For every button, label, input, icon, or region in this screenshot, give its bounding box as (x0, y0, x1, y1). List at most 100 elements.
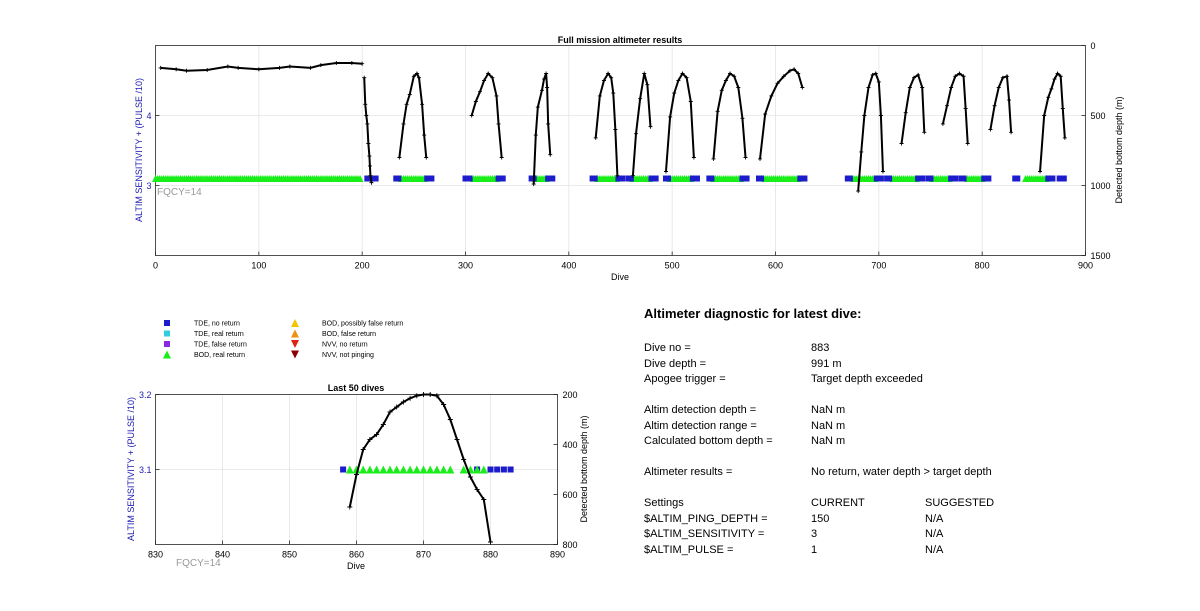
x-tick-label: 200 (355, 261, 370, 271)
bod-real-return-marker (412, 465, 421, 474)
suggested-header: SUGGESTED (925, 497, 995, 509)
ping-depth-label: $ALTIM_PING_DEPTH = (644, 512, 768, 525)
bod-real-return-marker (392, 465, 401, 474)
legend-label: BOD, possibly false return (322, 321, 403, 328)
y-right-tick-label: 400 (563, 440, 578, 450)
depth-point (876, 79, 881, 84)
depth-point (996, 85, 1001, 90)
depth-point (1062, 135, 1067, 140)
depth-point (763, 112, 768, 117)
depth-point (362, 75, 367, 80)
bod-real-return-marker (399, 465, 408, 474)
top-chart-title: Full mission altimeter results (558, 35, 683, 45)
depth-point (1049, 86, 1054, 91)
x-tick-label: 880 (483, 550, 498, 560)
depth-point (723, 78, 728, 83)
legend-label: TDE, false return (194, 342, 247, 349)
legend-marker-triangle-down (291, 350, 299, 359)
bottom-y-left-label: ALTIM SENSITIVITY + (PULSE /10) (126, 397, 136, 541)
bod-real-return-marker (459, 465, 468, 474)
tde-no-return-marker (665, 175, 672, 182)
tde-no-return-marker (619, 175, 626, 182)
altim-det-depth-label: Altim detection depth = (644, 404, 757, 416)
depth-point (634, 131, 638, 136)
depth-point (364, 113, 369, 118)
depth-point (920, 85, 925, 90)
tde-no-return-marker (985, 175, 992, 182)
tde-no-return-marker (499, 175, 506, 182)
depth-series-line (160, 62, 363, 72)
depth-point (945, 103, 950, 108)
depth-point (407, 395, 413, 401)
depth-point (401, 121, 406, 126)
y-left-tick-label: 3.1 (139, 465, 152, 475)
depth-series-line (857, 72, 884, 192)
depth-point (1009, 130, 1014, 135)
dive-no-row: Dive no = 883 (644, 341, 1164, 357)
depth-point (488, 539, 493, 545)
legend: TDE, no return TDE, real return TDE, false… (163, 319, 403, 359)
depth-point (277, 65, 282, 70)
pulse-suggested: N/A (925, 543, 944, 556)
apogee-label: Apogee trigger = (644, 373, 726, 385)
depth-point (758, 156, 762, 161)
bottom-x-ticks: 830 840 850 860 870 880 890 (148, 540, 565, 560)
depth-point (940, 121, 945, 126)
depth-point (965, 141, 970, 146)
tde-no-return-marker (494, 466, 501, 473)
tde-no-return-marker (1049, 175, 1056, 182)
depth-point (367, 163, 372, 168)
legend-label: NVV, not pinging (322, 352, 374, 359)
depth-point (184, 68, 189, 73)
depth-point (394, 404, 400, 410)
depth-point (407, 92, 412, 97)
depth-point (611, 91, 616, 96)
bottom-chart-depth-line (347, 392, 493, 545)
depth-point (545, 85, 550, 90)
depth-point (461, 457, 467, 462)
apogee-row: Apogee trigger = Target depth exceeded (644, 372, 1164, 388)
depth-point (363, 102, 368, 107)
depth-point (424, 155, 429, 160)
legend-marker-triangle-up (291, 319, 299, 327)
altimeter-diagnostic-panel: Altimeter diagnostic for latest dive: Di… (644, 306, 1164, 558)
tde-no-return-marker (627, 175, 634, 182)
tde-no-return-marker (693, 175, 700, 182)
depth-series-line (363, 77, 373, 183)
depth-point (369, 180, 374, 185)
bottom-chart-title: Last 50 dives (328, 383, 385, 393)
legend-marker-square (164, 341, 170, 347)
depth-series-line (631, 73, 652, 176)
tde-no-return-marker (952, 175, 959, 182)
y-right-tick-label: 600 (563, 490, 578, 500)
depth-point (668, 114, 673, 119)
top-chart-markers (152, 175, 1067, 182)
depth-point (862, 113, 867, 118)
depth-point (236, 65, 241, 70)
depth-point (615, 173, 620, 178)
depth-point (957, 71, 962, 76)
depth-point (593, 135, 598, 140)
depth-point (287, 64, 292, 69)
depth-point (546, 121, 551, 126)
depth-point (225, 64, 230, 69)
ping-depth-current: 150 (811, 512, 830, 525)
tde-no-return-marker (652, 175, 659, 182)
depth-point (349, 61, 354, 65)
tde-no-return-marker (372, 175, 379, 182)
depth-point (467, 474, 473, 480)
pulse-label: $ALTIM_PULSE = (644, 543, 734, 556)
depth-point (903, 110, 908, 115)
depth-point (496, 121, 501, 126)
depth-point (367, 154, 372, 159)
sensitivity-label: $ALTIM_SENSITIVITY = (644, 528, 765, 540)
tde-no-return-marker (877, 175, 884, 182)
depth-point (414, 393, 420, 399)
bod-real-return-marker (359, 465, 368, 474)
x-tick-label: 800 (975, 261, 990, 271)
depth-series-line (989, 74, 1013, 133)
top-chart-frame (155, 45, 1086, 256)
tde-no-return-marker (846, 175, 853, 182)
x-tick-label: 870 (416, 550, 431, 560)
depth-point (474, 487, 480, 492)
